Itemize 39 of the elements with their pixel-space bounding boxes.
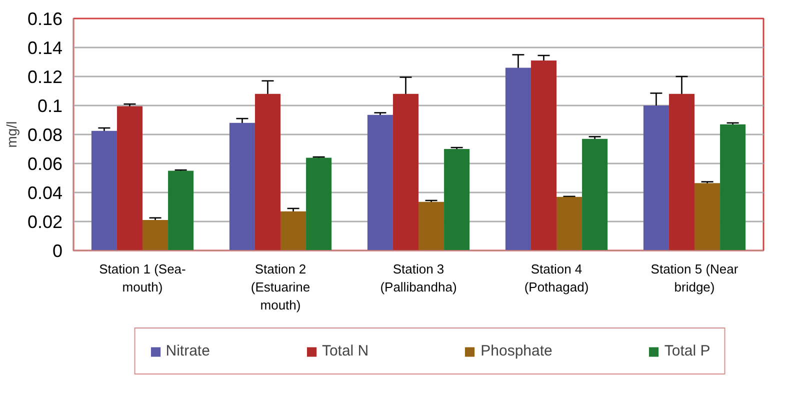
bar <box>229 122 255 250</box>
y-axis-title: mg/l <box>3 121 20 148</box>
bar <box>168 170 194 250</box>
bar <box>91 130 117 250</box>
legend-label: Total P <box>664 342 710 360</box>
y-tick-label: 0.12 <box>27 67 63 87</box>
x-tick-label: Station 5 (Near bridge) <box>650 262 739 294</box>
y-tick-label: 0 <box>52 241 63 261</box>
bar <box>720 124 746 250</box>
legend-label: Phosphate <box>480 342 552 360</box>
legend-label: Nitrate <box>166 342 210 360</box>
y-tick-label: 0.02 <box>27 212 63 232</box>
y-tick-label: 0.06 <box>27 154 63 174</box>
y-tick-label: 0.14 <box>27 38 63 58</box>
bar <box>418 202 444 250</box>
bar <box>280 211 306 250</box>
legend-label: Total N <box>322 342 369 360</box>
bar <box>505 68 531 250</box>
bar <box>367 114 393 250</box>
x-tick-label: Station 3 (Pallibandha) <box>380 262 457 294</box>
bar <box>694 183 720 250</box>
y-tick-label: 0.04 <box>27 183 63 203</box>
x-tick-label: Station 1 (Sea-mouth) <box>99 262 186 294</box>
bar <box>254 94 280 250</box>
y-tick-label: 0.16 <box>27 9 63 29</box>
bar <box>582 138 608 250</box>
bar <box>668 94 694 250</box>
x-tick-label: Station 4 (Pothagad) <box>524 262 589 294</box>
bar <box>306 158 332 250</box>
bar <box>530 60 556 250</box>
y-tick-label: 0.1 <box>37 96 63 116</box>
bar <box>116 106 142 250</box>
bar <box>643 106 669 250</box>
bar <box>142 220 168 250</box>
bar <box>444 149 470 250</box>
bar <box>556 196 582 250</box>
y-tick-label: 0.08 <box>27 125 63 145</box>
x-tick-label: Station 2 (Estuarine mouth) <box>250 262 310 312</box>
bar <box>392 94 418 250</box>
